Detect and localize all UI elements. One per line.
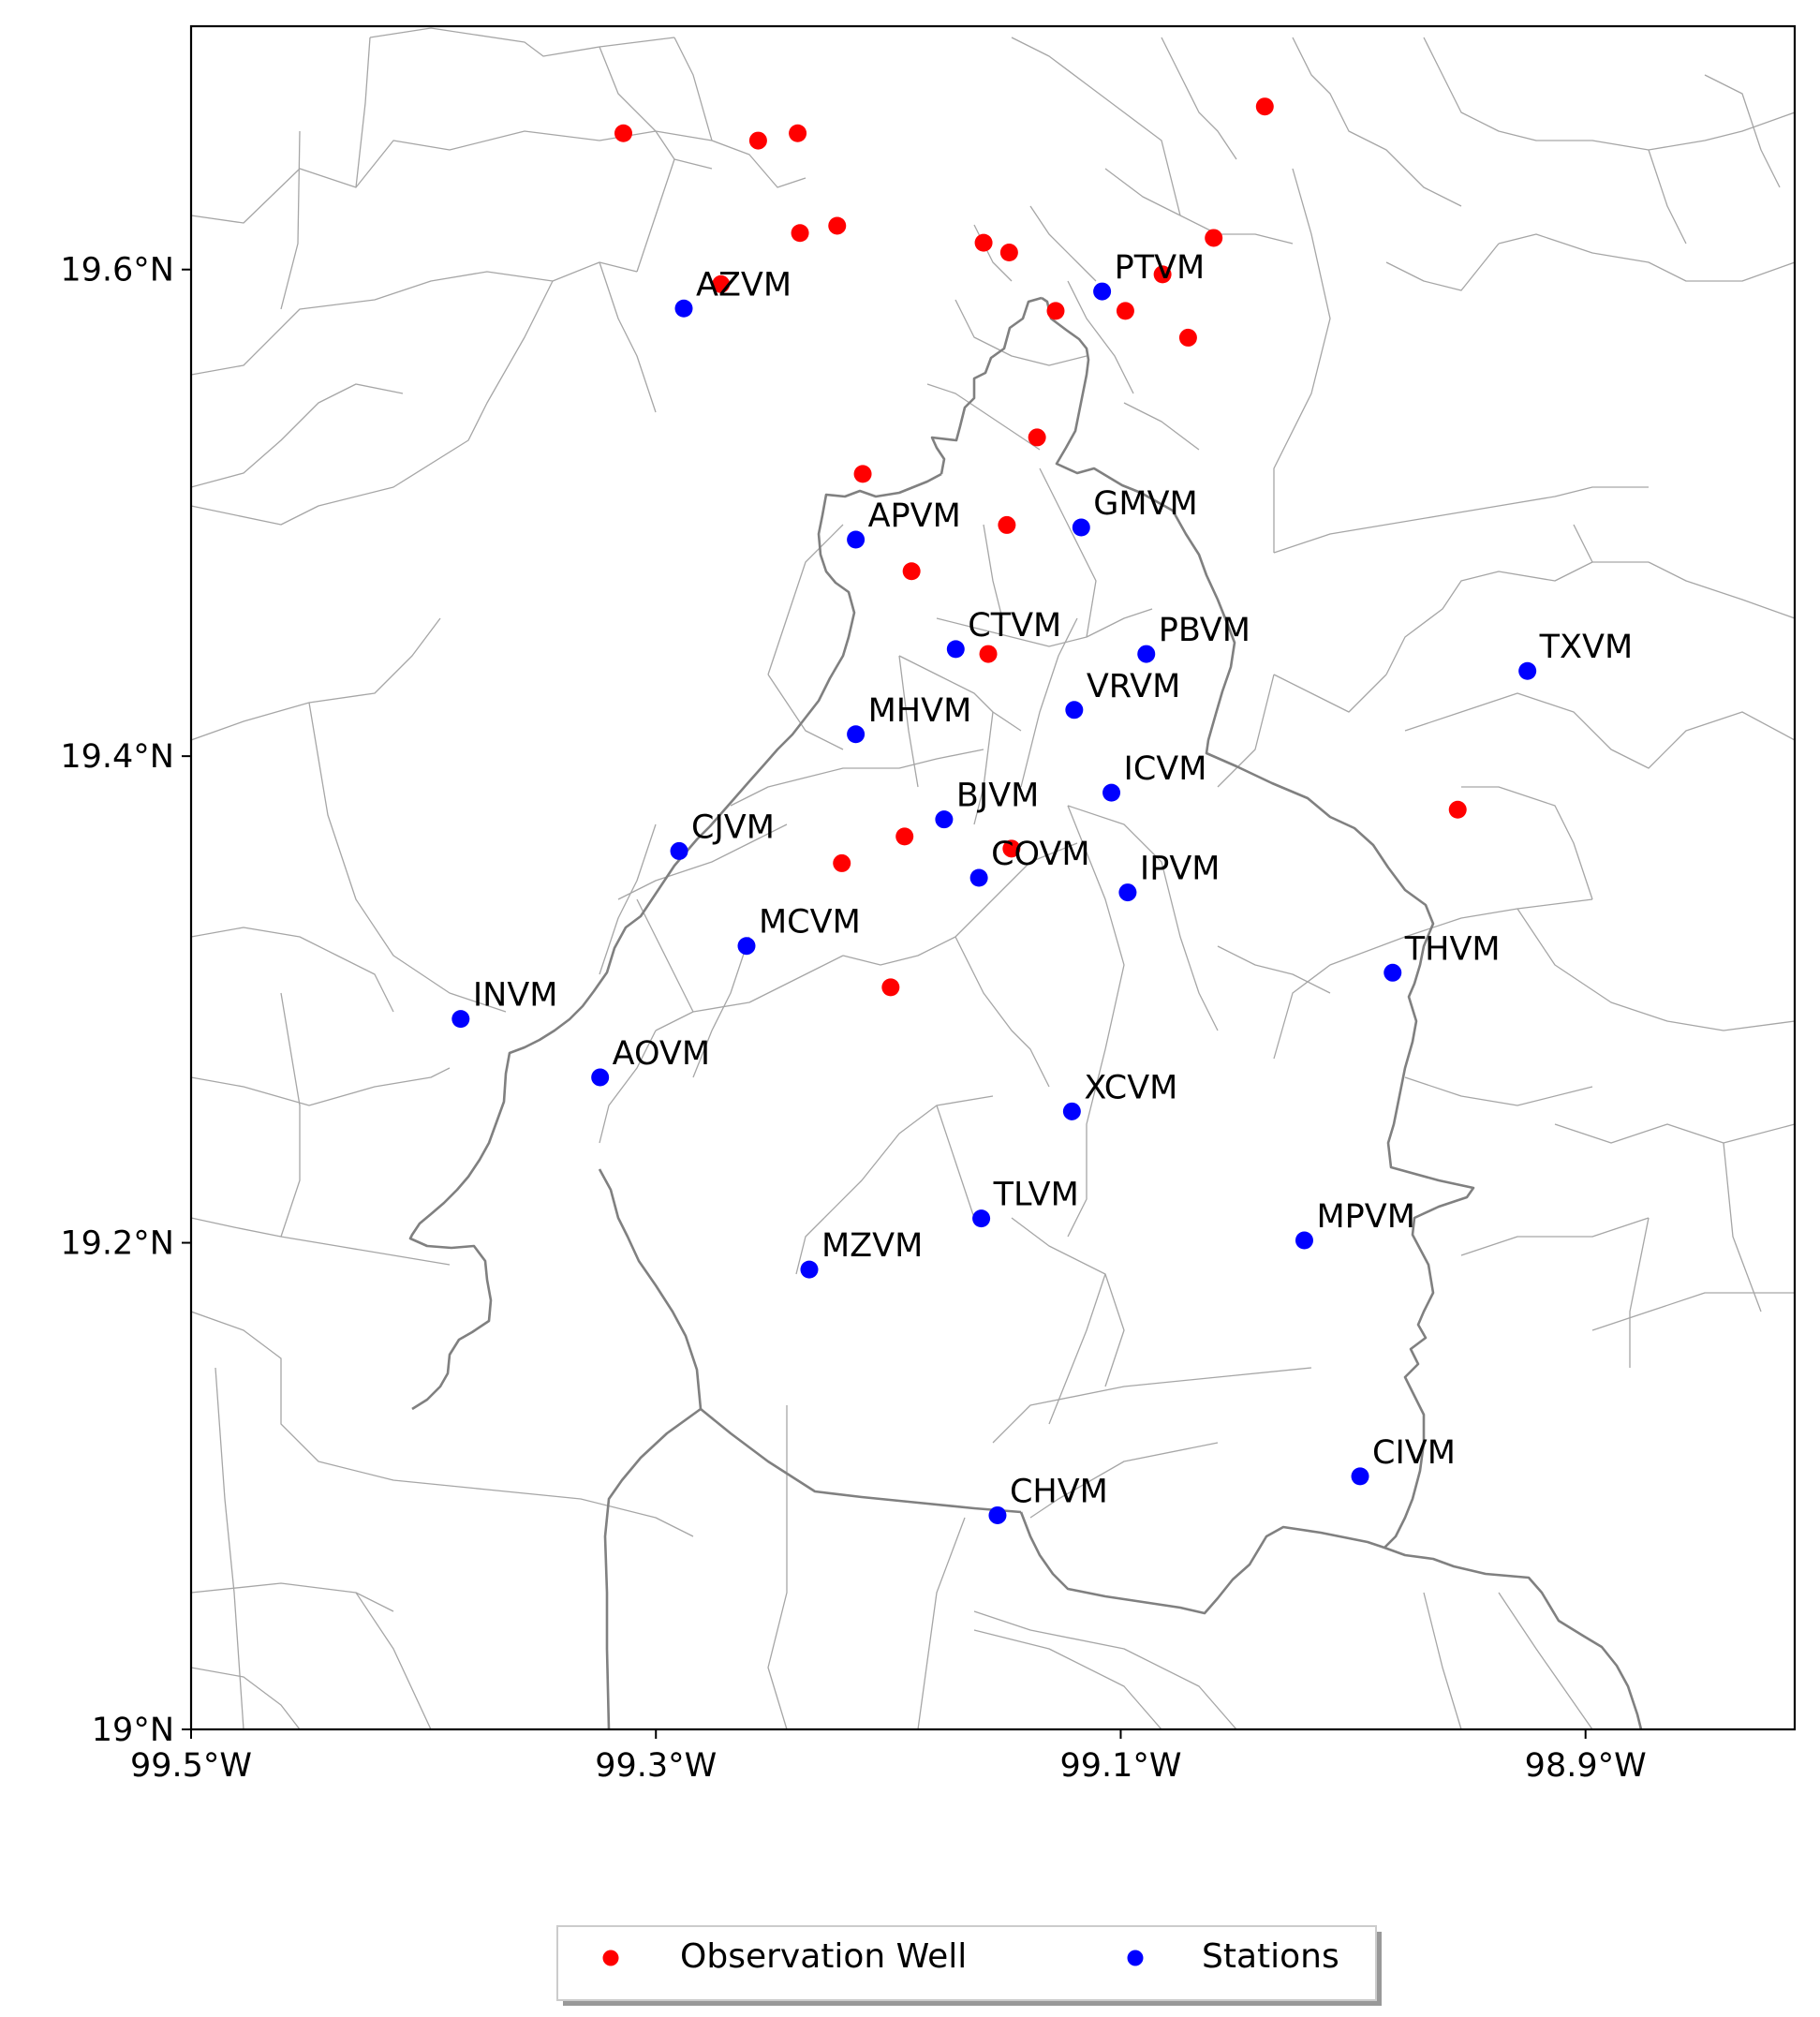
station-label-vrvm: VRVM [1087, 668, 1181, 705]
legend: Observation Well Stations [556, 1925, 1382, 2006]
observation-well-point [979, 645, 998, 663]
observation-well-point [1178, 328, 1197, 347]
station-label-invm: INVM [473, 977, 558, 1015]
station-point-thvm [1383, 963, 1402, 982]
observation-well-point [1116, 302, 1134, 320]
station-point-tlvm [972, 1209, 991, 1228]
observation-well-point [712, 274, 731, 293]
station-label-ptvm: PTVM [1115, 249, 1206, 287]
observation-well-point [789, 124, 807, 142]
station-label-xcvm: XCVM [1084, 1069, 1177, 1106]
station-label-icvm: ICVM [1124, 750, 1207, 788]
y-tick-label: 19.2°N [60, 1225, 174, 1263]
observation-well-point [1028, 428, 1046, 447]
station-point-mhvm [847, 725, 866, 744]
observation-well-point [1002, 839, 1021, 858]
legend-marker-observation-well [602, 1950, 619, 1966]
station-point-mcvm [737, 937, 756, 956]
y-tick-label: 19.6°N [60, 252, 174, 289]
station-point-mzvm [800, 1260, 819, 1279]
x-tick-label: 99.1°W [1059, 1747, 1181, 1785]
station-label-ctvm: CTVM [968, 607, 1061, 645]
station-label-bjvm: BJVM [956, 778, 1039, 815]
observation-well-point [748, 131, 767, 150]
observation-well-point [1046, 302, 1065, 320]
observation-well-point [881, 978, 900, 997]
y-tick-label: 19°N [92, 1712, 174, 1749]
observation-well-point [902, 562, 921, 581]
x-tick-label: 99.5°W [130, 1747, 252, 1785]
map-plot-area[interactable] [191, 27, 1795, 1729]
station-label-tlvm: TLVM [993, 1177, 1079, 1214]
observation-well-point [895, 827, 914, 846]
observation-well-point [974, 233, 993, 252]
station-point-azvm [674, 299, 693, 318]
station-label-thvm: THVM [1404, 930, 1501, 968]
station-label-ipvm: IPVM [1140, 851, 1221, 888]
station-point-xcvm [1062, 1102, 1081, 1120]
station-point-covm [969, 868, 988, 887]
station-point-pbvm [1137, 645, 1156, 663]
station-label-civm: CIVM [1372, 1434, 1456, 1472]
observation-well-point [791, 224, 809, 243]
station-label-mhvm: MHVM [868, 692, 972, 730]
observation-well-point [998, 515, 1016, 534]
district-outline [408, 472, 942, 1411]
station-label-mpvm: MPVM [1316, 1198, 1414, 1236]
station-point-vrvm [1065, 701, 1084, 719]
x-tick-label: 98.9°W [1525, 1747, 1647, 1785]
station-point-ipvm [1118, 883, 1137, 902]
y-tick-label: 19.4°N [60, 738, 174, 776]
station-point-cjvm [670, 841, 688, 860]
station-point-ctvm [946, 640, 965, 659]
station-label-gmvm: GMVM [1093, 485, 1197, 523]
legend-label-stations: Stations [1202, 1937, 1339, 1976]
station-point-txvm [1518, 661, 1537, 680]
station-point-ptvm [1093, 282, 1112, 301]
plot-frame [189, 24, 1797, 1731]
station-label-covm: COVM [991, 836, 1090, 873]
legend-label-observation-well: Observation Well [680, 1937, 967, 1976]
x-axis: 99.5°W 99.3°W 99.1°W 98.9°W [130, 1729, 1647, 1785]
station-point-invm [451, 1010, 470, 1029]
observation-well-point [1153, 265, 1172, 284]
station-label-cjvm: CJVM [691, 808, 775, 846]
observation-well-point [853, 465, 872, 483]
observation-well-point [1205, 229, 1223, 247]
station-label-mzvm: MZVM [821, 1227, 923, 1265]
station-label-aovm: AOVM [613, 1035, 710, 1073]
observation-well-point [828, 216, 847, 235]
station-point-apvm [847, 530, 866, 549]
station-label-apvm: APVM [868, 497, 961, 535]
observation-wells-layer [614, 97, 1467, 997]
station-label-txvm: TXVM [1539, 629, 1634, 666]
legend-box [556, 1925, 1377, 2001]
stations-layer: AZVM PTVM APVM GMVM CTVM PBVM TXVM VRVM MHVM ICVM… [451, 249, 1633, 1524]
station-point-icvm [1102, 783, 1121, 802]
observation-well-point [1255, 97, 1274, 116]
station-label-chvm: CHVM [1010, 1473, 1108, 1510]
station-point-aovm [591, 1068, 610, 1087]
observation-well-point [999, 244, 1018, 262]
station-point-civm [1351, 1467, 1369, 1486]
y-axis: 19°N 19.2°N 19.4°N 19.6°N [60, 252, 191, 1749]
observation-well-point [833, 853, 851, 872]
station-point-gmvm [1072, 518, 1090, 537]
station-label-pbvm: PBVM [1159, 612, 1250, 649]
municipal-boundaries [191, 27, 1795, 1729]
observation-well-point [614, 124, 632, 142]
station-point-mpvm [1295, 1231, 1313, 1250]
station-label-azvm: AZVM [696, 266, 792, 304]
legend-marker-stations [1127, 1950, 1144, 1966]
observation-well-point [1448, 800, 1467, 819]
x-tick-label: 99.3°W [595, 1747, 717, 1785]
station-point-chvm [988, 1505, 1007, 1524]
station-point-bjvm [935, 810, 954, 829]
cdmx-boundary-visible [930, 296, 1643, 1729]
station-label-mcvm: MCVM [759, 904, 861, 942]
southern-boundary [598, 1168, 1385, 1729]
